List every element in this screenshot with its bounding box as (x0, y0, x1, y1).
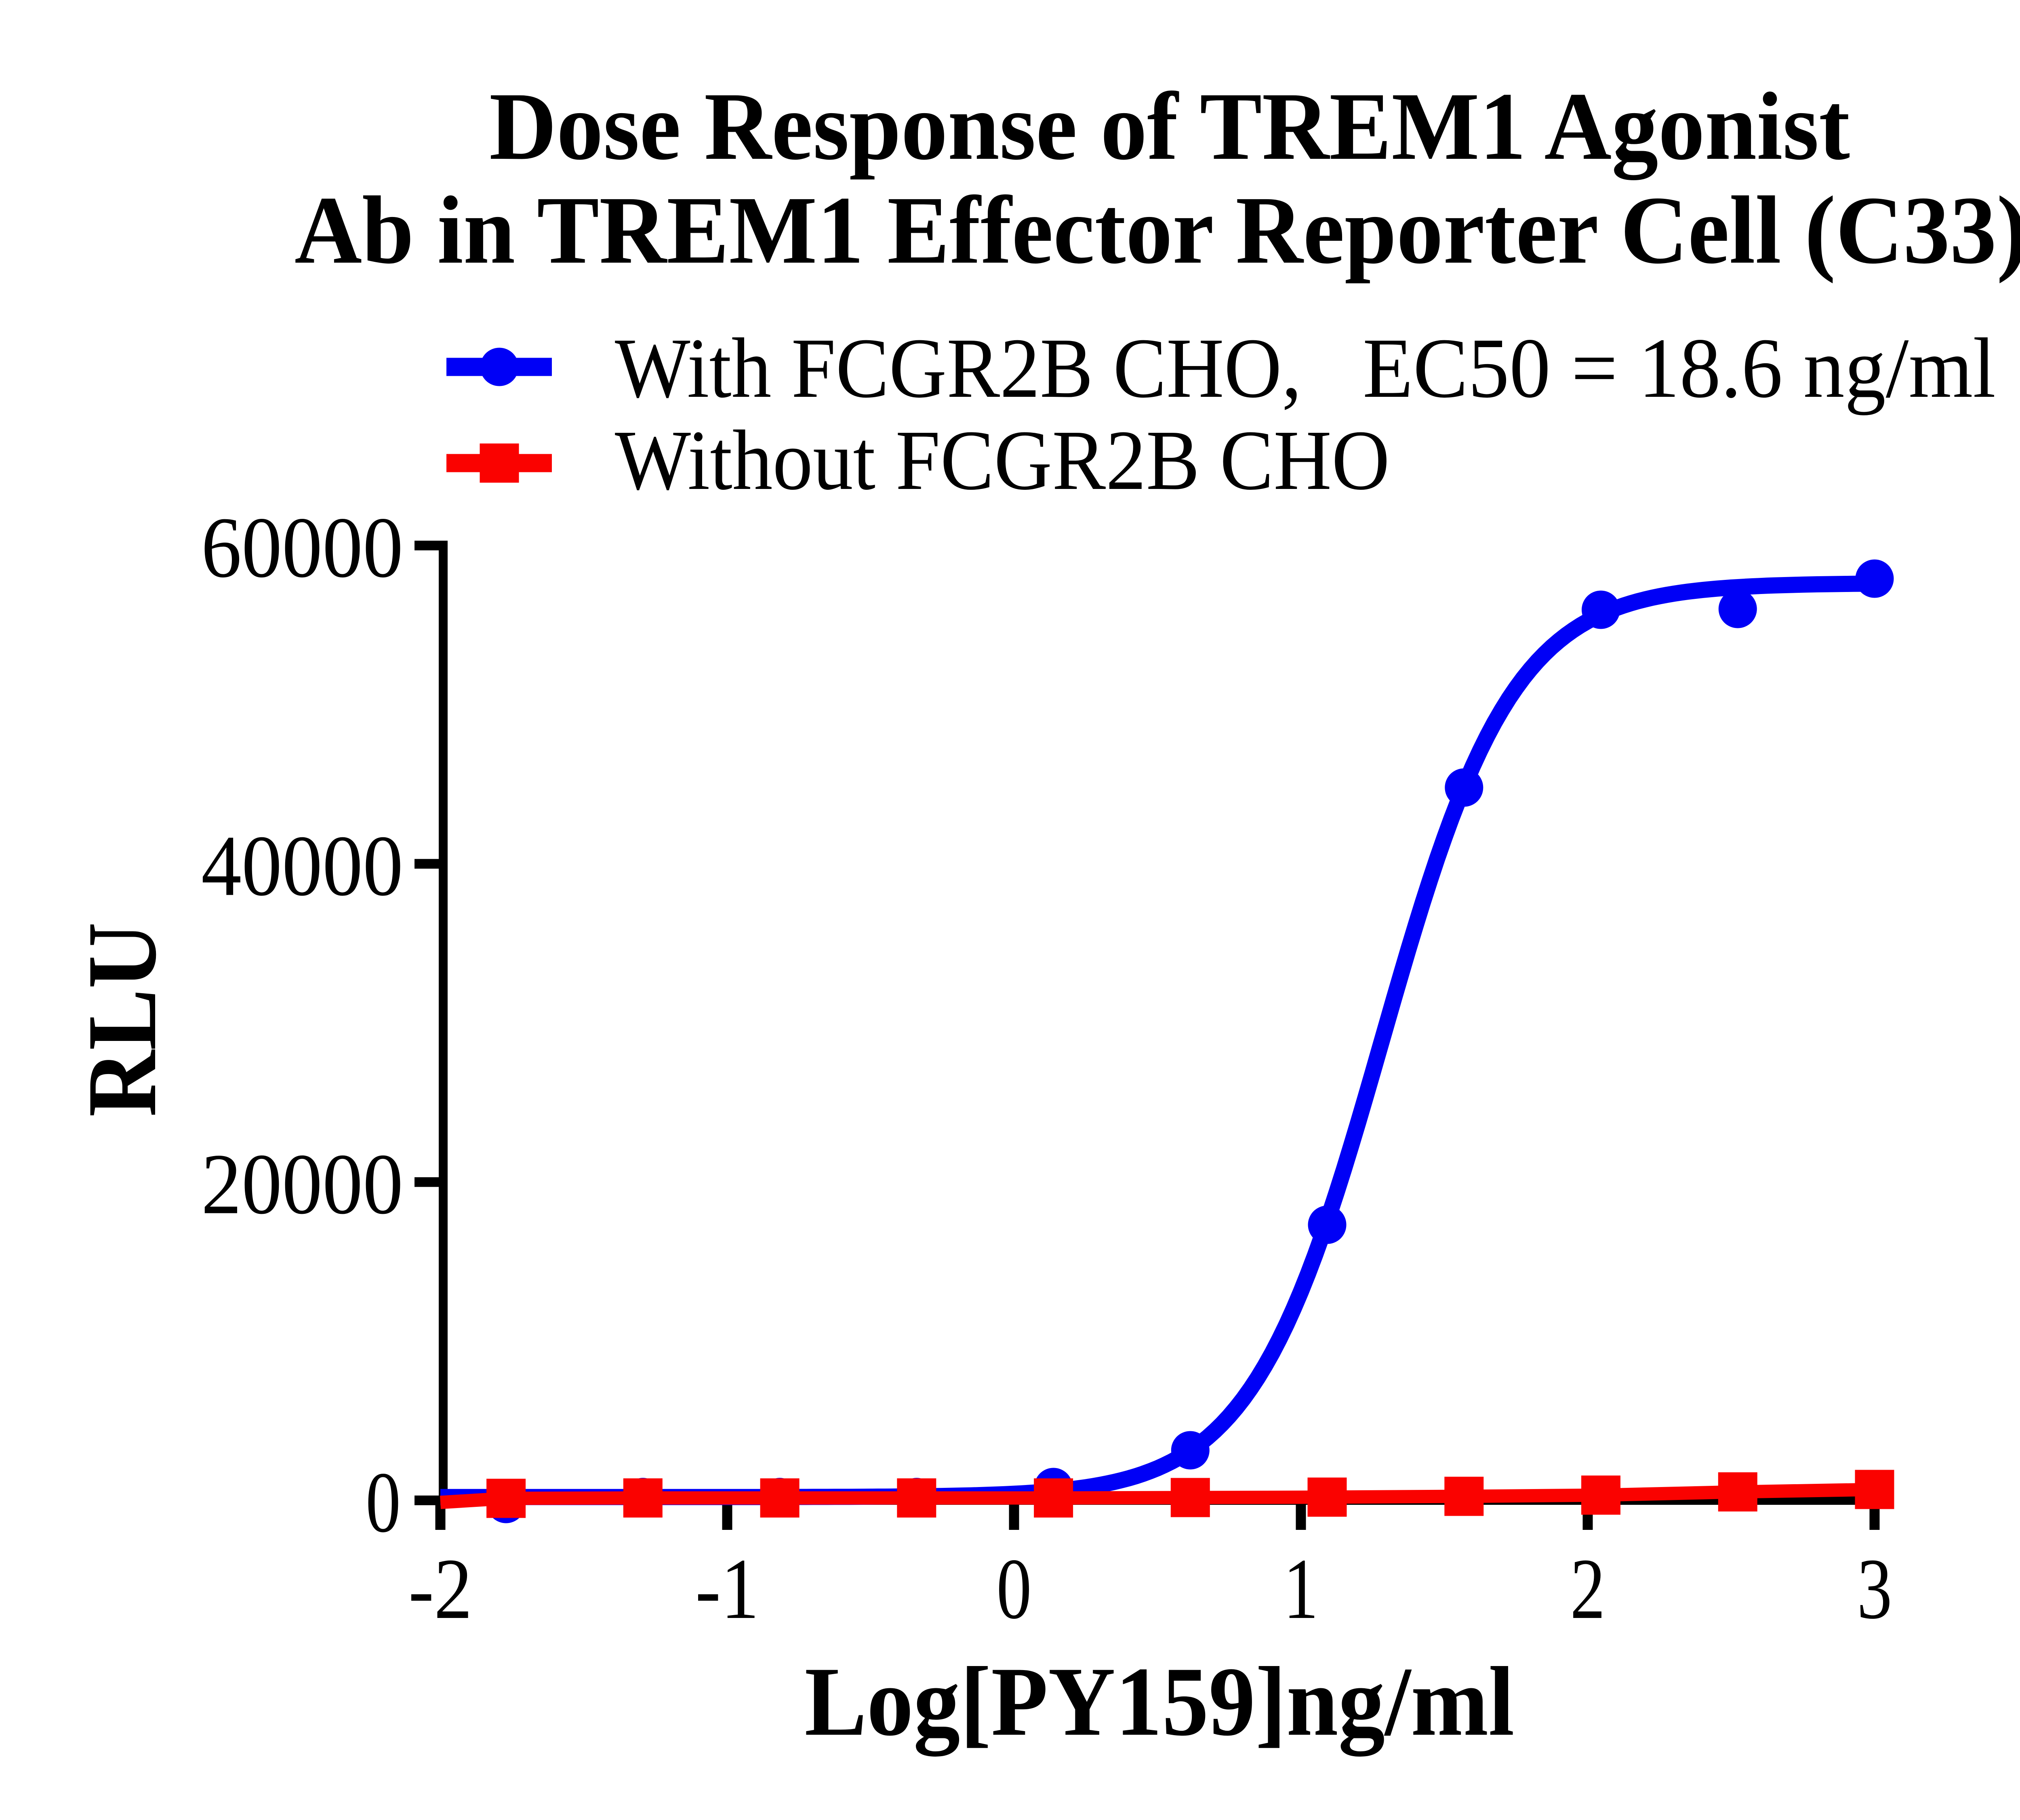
svg-text:3: 3 (1857, 1540, 1892, 1637)
svg-text:-1: -1 (695, 1540, 759, 1637)
svg-text:Log[PY159]ng/ml: Log[PY159]ng/ml (805, 1647, 1515, 1757)
svg-text:2: 2 (1570, 1540, 1605, 1637)
svg-text:0: 0 (366, 1454, 401, 1550)
svg-text:-2: -2 (408, 1540, 472, 1637)
svg-text:60000: 60000 (201, 499, 403, 596)
svg-text:RLU: RLU (67, 922, 177, 1117)
svg-text:Ab in TREM1 Effector Reporter: Ab in TREM1 Effector Reporter Cell (C33) (295, 176, 2020, 284)
svg-text:40000: 40000 (201, 817, 403, 914)
svg-text:Dose Response of TREM1 Agonist: Dose Response of TREM1 Agonist (489, 72, 1850, 180)
svg-text:With FCGR2B CHO,: With FCGR2B CHO, (615, 320, 1302, 415)
svg-text:Without FCGR2B CHO: Without FCGR2B CHO (615, 413, 1390, 508)
svg-text:EC50 = 18.6 ng/ml: EC50 = 18.6 ng/ml (1363, 320, 1996, 415)
svg-text:0: 0 (997, 1540, 1032, 1637)
svg-text:20000: 20000 (201, 1135, 403, 1232)
svg-text:1: 1 (1284, 1540, 1319, 1637)
